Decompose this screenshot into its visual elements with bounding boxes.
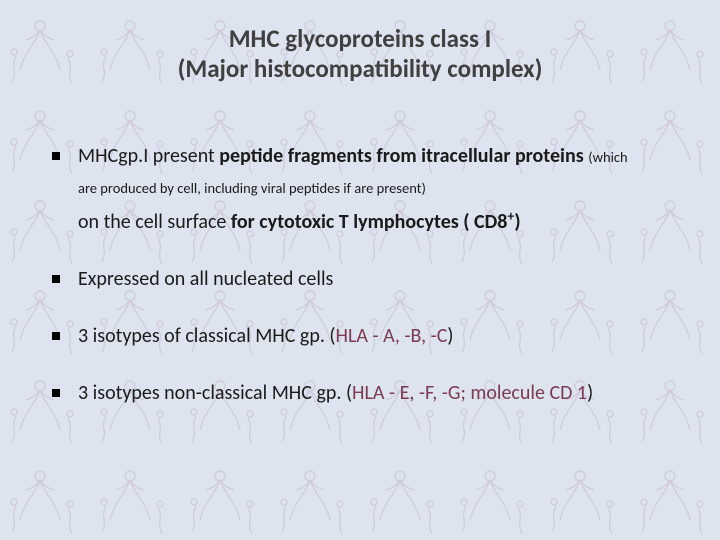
b3-prefix: 3 isotypes of classical MHC gp. ( <box>78 324 336 348</box>
b4-hla: HLA - E, -F, -G; molecule CD 1 <box>352 381 587 405</box>
bullet-1: MHCgp.I present peptide fragments from i… <box>52 144 680 235</box>
b1-line3-bold-b: ) <box>514 210 520 234</box>
bullet-2: Expressed on all nucleated cells <box>52 267 680 292</box>
b3-hla: HLA - A, -B, -C <box>336 324 448 348</box>
b1-line3: on the cell surface for cytotoxic T lymp… <box>78 210 680 235</box>
b4-suffix: ) <box>587 381 593 405</box>
bullet-3: 3 isotypes of classical MHC gp. (HLA - A… <box>52 324 680 349</box>
b4-prefix: 3 isotypes non-classical MHC gp. ( <box>78 381 352 405</box>
b1-seg2: peptide fragments from itracellular prot… <box>219 144 588 168</box>
title-line-2: (Major histocompatibility complex) <box>40 54 680 84</box>
b1-seg1: MHCgp.I present <box>78 144 219 168</box>
b3-suffix: ) <box>447 324 453 348</box>
b1-line3-bold-a: for cytotoxic T lymphocytes ( CD8 <box>231 210 508 234</box>
b1-line3-normal: on the cell surface <box>78 210 231 234</box>
slide: MHC glycoproteins class I (Major histoco… <box>0 0 720 540</box>
title-line-1: MHC glycoproteins class I <box>40 24 680 54</box>
b1-seg3: (which <box>588 148 627 166</box>
b1-line2: are produced by cell, including viral pe… <box>78 179 680 198</box>
bullet-list: MHCgp.I present peptide fragments from i… <box>40 144 680 406</box>
title-block: MHC glycoproteins class I (Major histoco… <box>40 20 680 84</box>
bullet-4: 3 isotypes non-classical MHC gp. (HLA - … <box>52 381 680 406</box>
